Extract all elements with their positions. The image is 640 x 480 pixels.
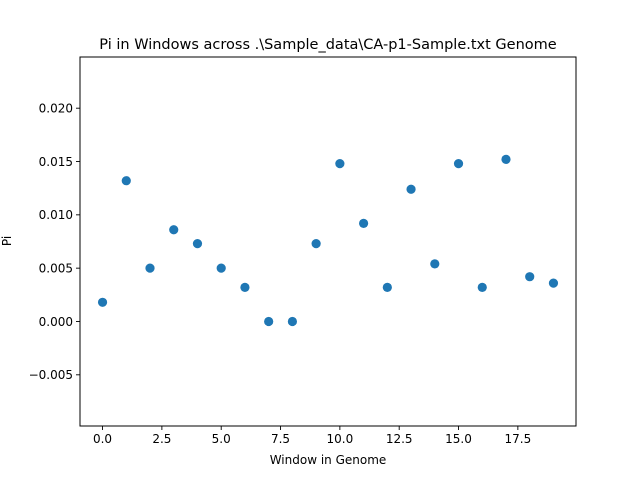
- data-point: [264, 316, 274, 327]
- x-tick-label: 15.0: [445, 432, 472, 446]
- x-tick-label: 10.0: [327, 432, 354, 446]
- data-point: [240, 282, 250, 292]
- x-tick-label: 0.0: [93, 432, 112, 446]
- y-tick-label: 0.005: [39, 261, 73, 275]
- y-tick-label: −0.005: [29, 368, 73, 382]
- data-point: [382, 282, 392, 292]
- chart-title: Pi in Windows across .\Sample_data\CA-p1…: [99, 37, 556, 53]
- data-point: [287, 316, 297, 327]
- data-point: [311, 239, 321, 249]
- data-point: [359, 218, 369, 228]
- data-point: [548, 278, 559, 288]
- y-tick-label: 0.010: [39, 208, 73, 222]
- data-point: [525, 272, 535, 282]
- data-point: [169, 225, 179, 235]
- x-tick-label: 12.5: [386, 432, 413, 446]
- x-axis-label: Window in Genome: [270, 453, 387, 467]
- data-point: [335, 159, 345, 169]
- y-tick-label: 0.000: [39, 315, 73, 329]
- data-point: [430, 259, 440, 269]
- data-point: [216, 263, 226, 273]
- data-point: [192, 239, 203, 249]
- data-point: [97, 297, 108, 307]
- data-point: [501, 154, 511, 164]
- x-tick-label: 17.5: [504, 432, 531, 446]
- data-point: [406, 184, 416, 194]
- x-tick-label: 7.5: [271, 432, 290, 446]
- y-axis-label: Pi: [0, 236, 14, 246]
- data-point: [477, 282, 487, 292]
- x-tick-label: 5.0: [212, 432, 231, 446]
- y-tick-label: 0.020: [39, 101, 73, 115]
- y-tick-label: 0.015: [39, 155, 73, 169]
- axes-frame: [79, 56, 577, 427]
- data-point: [121, 176, 131, 186]
- x-axis: 0.0 2.5 5.0 7.5 10.0 12.5 15.0 17.5: [93, 426, 531, 446]
- y-axis: −0.005 0.000 0.005 0.010 0.015 0.020: [29, 101, 80, 382]
- data-point: [453, 159, 464, 169]
- data-point: [145, 263, 155, 273]
- plot-area: [97, 154, 559, 327]
- x-tick-label: 2.5: [152, 432, 171, 446]
